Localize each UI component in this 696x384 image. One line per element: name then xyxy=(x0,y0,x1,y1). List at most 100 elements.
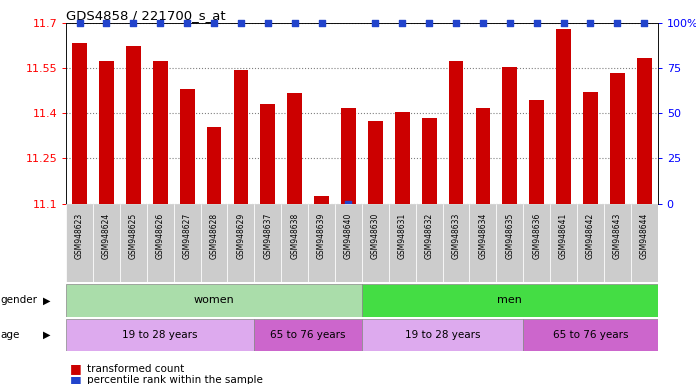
Point xyxy=(235,20,246,26)
Text: GSM948624: GSM948624 xyxy=(102,213,111,259)
Bar xyxy=(523,319,658,351)
Bar xyxy=(503,67,517,204)
Text: GSM948640: GSM948640 xyxy=(344,213,353,259)
Text: GSM948639: GSM948639 xyxy=(317,213,326,259)
Text: gender: gender xyxy=(1,295,38,306)
Point xyxy=(209,20,220,26)
Text: 19 to 28 years: 19 to 28 years xyxy=(405,330,480,340)
Bar xyxy=(66,319,254,351)
Bar xyxy=(200,204,228,282)
Text: GSM948642: GSM948642 xyxy=(586,213,595,259)
Text: age: age xyxy=(1,330,20,340)
Point xyxy=(558,20,569,26)
Text: GSM948634: GSM948634 xyxy=(478,213,487,259)
Bar xyxy=(449,61,464,204)
Text: GDS4858 / 221700_s_at: GDS4858 / 221700_s_at xyxy=(66,9,226,22)
Bar xyxy=(126,46,141,204)
Point xyxy=(101,20,112,26)
Bar xyxy=(523,204,550,282)
Point xyxy=(370,20,381,26)
Bar xyxy=(341,108,356,204)
Text: ■: ■ xyxy=(70,374,81,384)
Bar xyxy=(631,204,658,282)
Text: men: men xyxy=(498,295,522,306)
Bar xyxy=(583,92,598,204)
Bar xyxy=(99,61,114,204)
Bar xyxy=(66,204,93,282)
Bar xyxy=(416,204,443,282)
Bar xyxy=(335,204,362,282)
Bar xyxy=(475,108,490,204)
Bar xyxy=(368,121,383,204)
Point xyxy=(262,20,274,26)
Bar xyxy=(637,58,651,204)
Bar xyxy=(207,127,221,204)
Bar xyxy=(66,284,362,317)
Bar xyxy=(180,89,194,204)
Bar xyxy=(550,204,577,282)
Bar xyxy=(496,204,523,282)
Bar xyxy=(362,319,523,351)
Point xyxy=(289,20,300,26)
Point xyxy=(504,20,515,26)
Text: GSM948632: GSM948632 xyxy=(425,213,434,259)
Text: GSM948635: GSM948635 xyxy=(505,213,514,259)
Bar xyxy=(443,204,470,282)
Text: 65 to 76 years: 65 to 76 years xyxy=(553,330,628,340)
Text: GSM948630: GSM948630 xyxy=(371,213,380,259)
Point xyxy=(450,20,461,26)
Bar xyxy=(314,196,329,204)
Bar xyxy=(174,204,200,282)
Text: GSM948626: GSM948626 xyxy=(156,213,165,259)
Bar xyxy=(234,70,248,204)
Bar xyxy=(281,204,308,282)
Text: GSM948625: GSM948625 xyxy=(129,213,138,259)
Point xyxy=(397,20,408,26)
Bar xyxy=(72,43,87,204)
Point xyxy=(585,20,596,26)
Bar xyxy=(287,93,302,204)
Text: percentile rank within the sample: percentile rank within the sample xyxy=(87,375,263,384)
Text: ▶: ▶ xyxy=(43,295,51,306)
Point xyxy=(155,20,166,26)
Bar xyxy=(153,61,168,204)
Bar xyxy=(470,204,496,282)
Point xyxy=(424,20,435,26)
Point xyxy=(477,20,489,26)
Text: 65 to 76 years: 65 to 76 years xyxy=(270,330,346,340)
Point xyxy=(531,20,542,26)
Text: GSM948643: GSM948643 xyxy=(613,213,622,259)
Text: GSM948644: GSM948644 xyxy=(640,213,649,259)
Bar xyxy=(610,73,625,204)
Bar xyxy=(260,104,275,204)
Text: GSM948629: GSM948629 xyxy=(237,213,246,259)
Text: GSM948636: GSM948636 xyxy=(532,213,541,259)
Text: 19 to 28 years: 19 to 28 years xyxy=(122,330,198,340)
Bar xyxy=(389,204,416,282)
Text: GSM948628: GSM948628 xyxy=(209,213,219,259)
Text: ▶: ▶ xyxy=(43,330,51,340)
Text: GSM948638: GSM948638 xyxy=(290,213,299,259)
Bar xyxy=(308,204,335,282)
Text: GSM948633: GSM948633 xyxy=(452,213,461,259)
Bar xyxy=(254,204,281,282)
Point xyxy=(316,20,327,26)
Bar xyxy=(228,204,254,282)
Bar xyxy=(604,204,631,282)
Bar xyxy=(422,118,436,204)
Text: GSM948627: GSM948627 xyxy=(182,213,191,259)
Text: transformed count: transformed count xyxy=(87,364,184,374)
Point xyxy=(182,20,193,26)
Bar xyxy=(147,204,174,282)
Text: GSM948641: GSM948641 xyxy=(559,213,568,259)
Bar xyxy=(362,204,389,282)
Bar xyxy=(362,284,658,317)
Bar xyxy=(254,319,362,351)
Text: GSM948637: GSM948637 xyxy=(263,213,272,259)
Point xyxy=(639,20,650,26)
Text: GSM948631: GSM948631 xyxy=(397,213,406,259)
Bar xyxy=(120,204,147,282)
Bar xyxy=(395,113,410,204)
Text: women: women xyxy=(193,295,235,306)
Point xyxy=(343,200,354,207)
